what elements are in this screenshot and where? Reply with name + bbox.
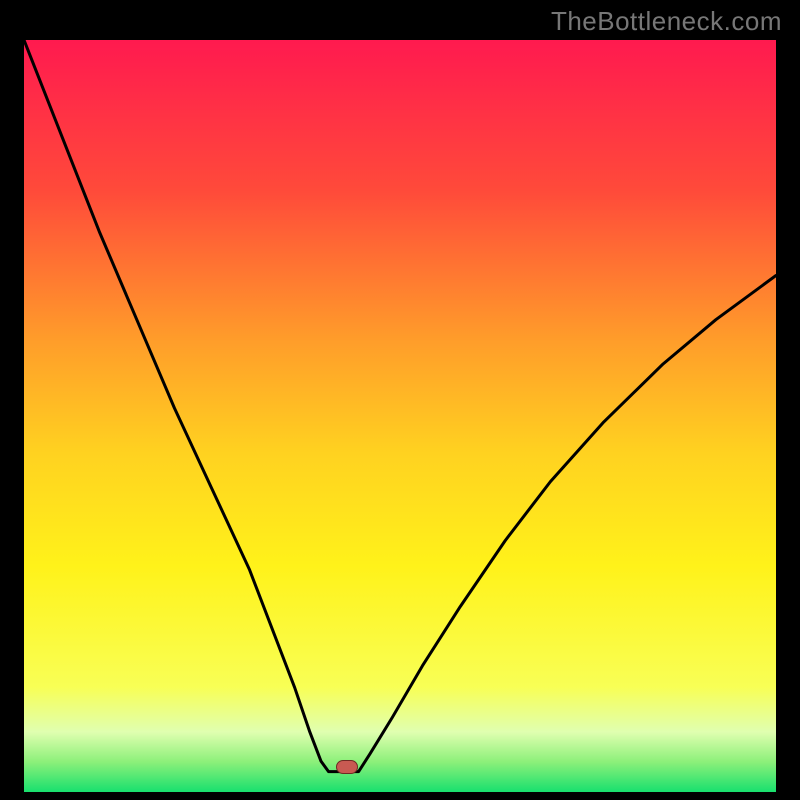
bottleneck-curve	[24, 40, 776, 776]
chart-frame: TheBottleneck.com	[0, 0, 800, 800]
watermark-text: TheBottleneck.com	[551, 6, 782, 37]
plot-area	[24, 40, 776, 776]
optimal-point-marker	[336, 760, 358, 774]
